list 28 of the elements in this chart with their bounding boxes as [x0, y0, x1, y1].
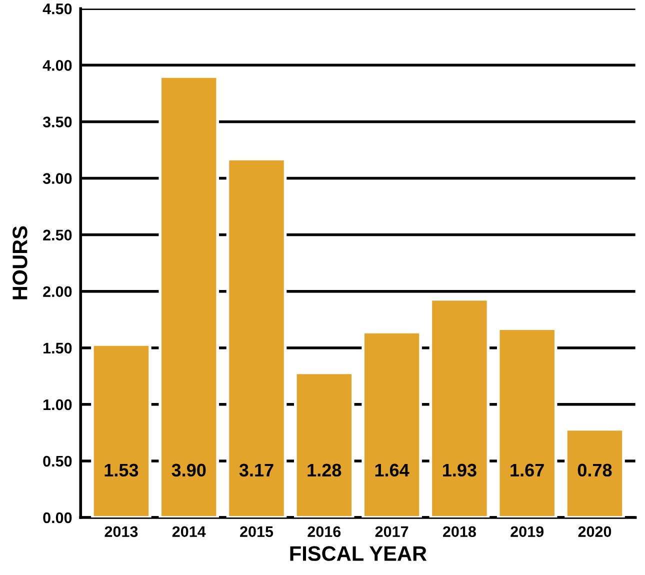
data-label: 0.78 [578, 464, 612, 477]
y-tick-label: 1.50 [44, 342, 72, 354]
y-tick-label: 0.50 [43, 456, 72, 467]
x-tick-label: 2019 [510, 526, 544, 538]
y-tick-label: 4.50 [42, 3, 72, 14]
x-tick-label: 2018 [442, 526, 476, 538]
y-tick-label: 1.00 [44, 399, 72, 410]
y-tick-label: 4.00 [42, 60, 72, 71]
y-tick-label: 3.00 [42, 173, 72, 184]
y-axis-title: HOURS [12, 226, 28, 300]
y-tick-label: 2.50 [43, 230, 72, 240]
x-tick-label: 2015 [240, 526, 274, 538]
y-tick-label: 2.00 [43, 286, 72, 298]
data-label: 1.67 [510, 464, 544, 477]
x-tick-label: 2020 [578, 526, 612, 538]
data-label: 3.17 [239, 464, 274, 477]
data-label: 1.93 [443, 464, 476, 477]
x-tick-label: 2016 [308, 526, 341, 538]
x-axis-title: FISCAL YEAR [290, 546, 427, 561]
data-label: 1.53 [104, 464, 138, 477]
data-label: 1.64 [375, 464, 410, 477]
y-tick-label: 0.00 [43, 512, 72, 524]
x-tick-label: 2014 [172, 526, 206, 538]
x-tick-label: 2013 [104, 526, 138, 538]
data-label: 1.28 [308, 464, 342, 477]
data-label: 3.90 [172, 464, 206, 477]
y-tick-label: 3.50 [42, 116, 72, 128]
x-tick-label: 2017 [375, 526, 408, 538]
